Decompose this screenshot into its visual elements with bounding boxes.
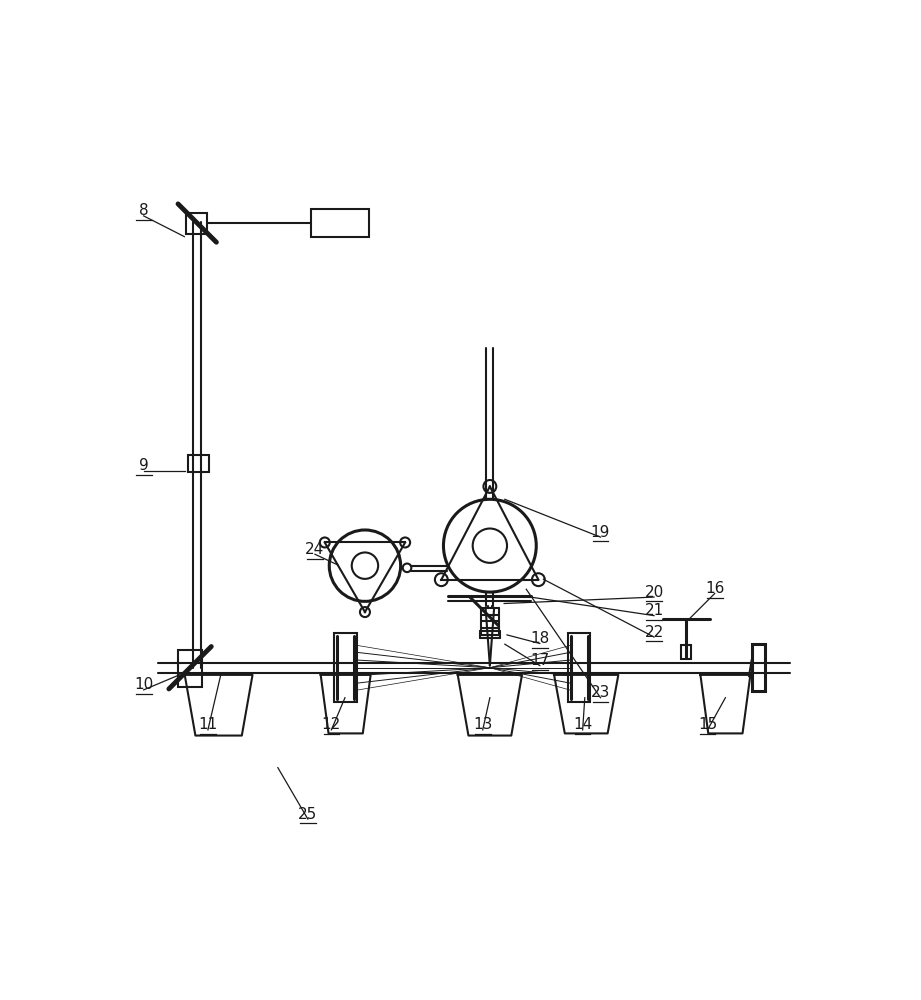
Text: 8: 8 <box>139 203 148 218</box>
Text: 16: 16 <box>705 581 725 596</box>
Text: 25: 25 <box>298 807 318 822</box>
Text: 14: 14 <box>573 717 592 732</box>
Text: 9: 9 <box>139 458 148 473</box>
Bar <box>334 633 357 702</box>
Bar <box>752 644 764 691</box>
Bar <box>682 645 691 659</box>
Text: 11: 11 <box>198 717 217 732</box>
Text: 18: 18 <box>530 631 550 646</box>
Text: 10: 10 <box>134 677 153 692</box>
Text: 19: 19 <box>590 525 611 540</box>
Text: 20: 20 <box>645 585 664 600</box>
Text: 12: 12 <box>321 717 341 732</box>
Text: 23: 23 <box>590 685 611 700</box>
Bar <box>567 633 590 702</box>
Text: 22: 22 <box>645 625 664 640</box>
Text: 24: 24 <box>306 542 324 557</box>
Bar <box>311 209 368 237</box>
Text: 21: 21 <box>645 603 664 618</box>
Text: 15: 15 <box>698 717 717 732</box>
Text: 13: 13 <box>473 717 493 732</box>
Bar <box>178 650 203 687</box>
Text: 17: 17 <box>530 653 550 668</box>
Bar <box>186 213 207 234</box>
Bar <box>188 455 209 472</box>
